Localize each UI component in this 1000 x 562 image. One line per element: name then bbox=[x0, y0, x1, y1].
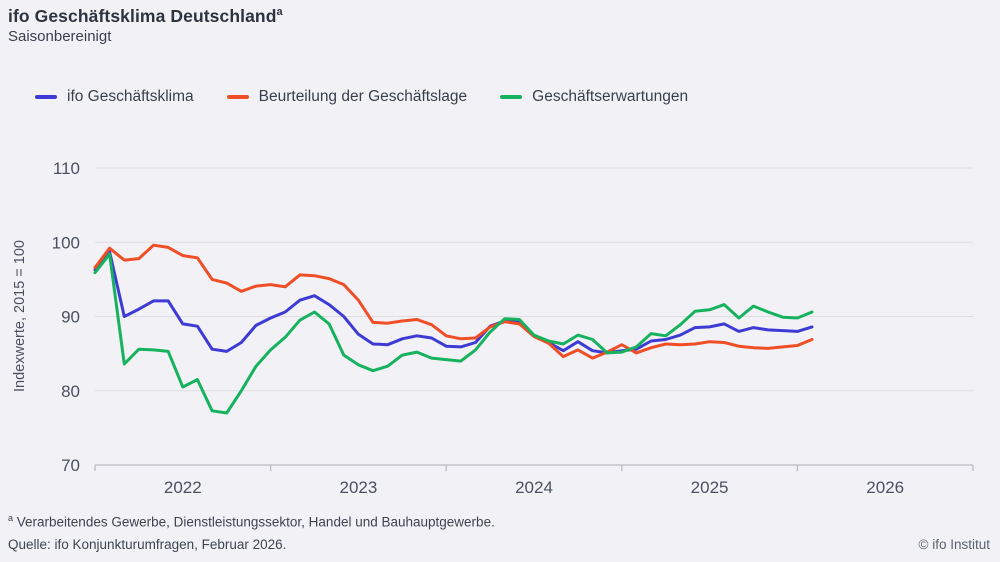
svg-text:2023: 2023 bbox=[339, 478, 377, 497]
footnote-text: Verarbeitendes Gewerbe, Dienstleistungss… bbox=[13, 514, 495, 530]
page-title: ifo Geschäftsklima Deutschlanda bbox=[8, 6, 283, 27]
legend-label: Geschäftserwartungen bbox=[532, 88, 689, 105]
chart-footnote: a Verarbeitendes Gewerbe, Dienstleistung… bbox=[8, 513, 495, 530]
page-subtitle: Saisonbereinigt bbox=[8, 28, 112, 45]
legend-label: ifo Geschäftsklima bbox=[67, 88, 194, 105]
svg-text:2026: 2026 bbox=[866, 478, 904, 497]
svg-text:2022: 2022 bbox=[164, 478, 202, 497]
legend-label: Beurteilung der Geschäftslage bbox=[258, 88, 468, 105]
source-note: Quelle: ifo Konjunkturumfragen, Februar … bbox=[8, 537, 287, 552]
chart-legend: ifo Geschäftsklima Beurteilung der Gesch… bbox=[35, 88, 688, 106]
svg-text:2025: 2025 bbox=[691, 478, 729, 497]
svg-text:70: 70 bbox=[61, 456, 80, 475]
footnote-marker: a bbox=[8, 513, 14, 523]
svg-text:110: 110 bbox=[53, 159, 80, 178]
svg-text:80: 80 bbox=[61, 382, 80, 401]
page-title-text: ifo Geschäftsklima Deutschland bbox=[8, 6, 277, 26]
copyright-note: © ifo Institut bbox=[918, 537, 990, 552]
title-footnote-marker: a bbox=[276, 6, 283, 19]
legend-swatch-orange bbox=[226, 94, 249, 100]
legend-item-geschaeftserwartungen: Geschäftserwartungen bbox=[500, 88, 688, 106]
svg-text:100: 100 bbox=[52, 233, 80, 252]
svg-text:90: 90 bbox=[61, 308, 80, 327]
legend-item-geschaeftslage: Beurteilung der Geschäftslage bbox=[226, 88, 468, 106]
legend-swatch-blue bbox=[35, 94, 57, 100]
legend-item-geschaeftsklima: ifo Geschäftsklima bbox=[35, 88, 194, 106]
svg-text:2024: 2024 bbox=[515, 478, 553, 497]
legend-swatch-green bbox=[500, 94, 523, 100]
